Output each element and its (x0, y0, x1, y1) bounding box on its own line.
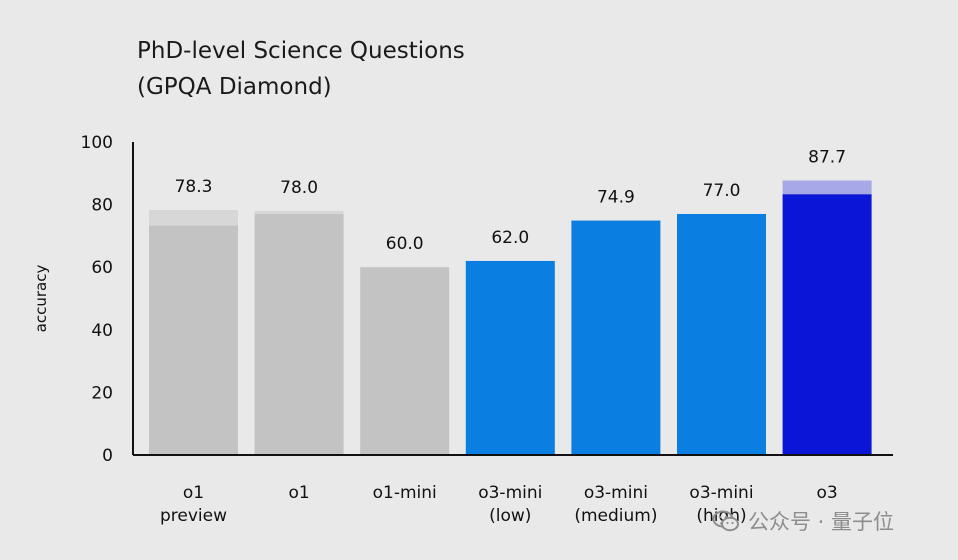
x-tick-label-6-0: o3 (816, 483, 837, 503)
y-tick-label-4: 80 (91, 196, 113, 216)
bar-extension-1 (254, 210, 344, 214)
wechat-icon (712, 510, 739, 532)
y-tick-label-1: 20 (91, 383, 113, 403)
x-tick-label-0-1: preview (160, 506, 227, 526)
chart-title-line-1: PhD-level Science Questions (137, 38, 465, 64)
bar-2 (360, 267, 450, 455)
x-tick-label-3-0: o3-mini (478, 483, 542, 503)
x-tick-label-5-0: o3-mini (689, 483, 753, 503)
y-tick-label-0: 0 (102, 446, 113, 466)
x-tick-label-4-0: o3-mini (584, 483, 648, 503)
bar-value-label-0: 78.3 (175, 177, 213, 197)
y-tick-label-3: 60 (91, 258, 113, 278)
x-tick-label-4-1: (medium) (574, 506, 657, 526)
bar-5 (677, 213, 766, 455)
watermark: 公众号 · 量子位 (712, 506, 894, 536)
bar-value-label-4: 74.9 (597, 188, 635, 208)
bar-value-label-5: 77.0 (703, 181, 741, 201)
bar-1 (254, 213, 344, 455)
x-tick-label-3-1: (low) (489, 506, 531, 526)
chart-title-line-2: (GPQA Diamond) (137, 74, 332, 100)
bar-4 (571, 220, 661, 455)
bar-extension-6 (782, 180, 872, 195)
bar-0 (149, 225, 238, 455)
x-tick-label-0-0: o1 (183, 483, 204, 503)
watermark-text: 公众号 · 量子位 (748, 510, 895, 534)
y-axis-label: accuracy (32, 265, 50, 333)
x-tick-label-1-0: o1 (288, 483, 309, 503)
bar-3 (465, 260, 555, 455)
y-tick-label-5: 100 (81, 133, 113, 153)
bar-6 (782, 194, 872, 455)
y-tick-label-2: 40 (91, 321, 113, 341)
bar-value-label-2: 60.0 (386, 234, 424, 254)
bar-extension-0 (149, 209, 238, 226)
bar-value-label-3: 62.0 (491, 228, 529, 248)
bar-value-label-1: 78.0 (280, 178, 318, 198)
bar-value-label-6: 87.7 (808, 147, 846, 167)
x-tick-label-2-0: o1-mini (373, 483, 437, 503)
